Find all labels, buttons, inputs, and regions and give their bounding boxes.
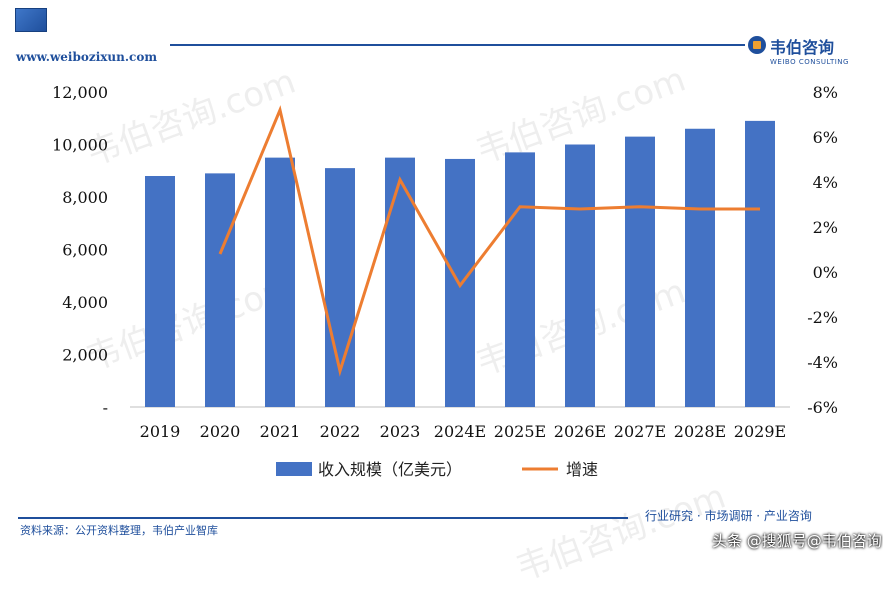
bar: [505, 152, 535, 407]
y-left-tick-label: 6,000: [62, 241, 108, 260]
y-right-tick-label: 2%: [813, 218, 838, 237]
x-tick-label: 2029E: [734, 422, 786, 441]
x-tick-label: 2020: [200, 422, 241, 441]
brand-logo: 韦伯咨询 WEIBO CONSULTING: [748, 34, 878, 72]
footer-tagline: 行业研究 · 市场调研 · 产业咨询: [645, 509, 812, 523]
y-right-tick-label: 8%: [813, 83, 838, 102]
bar: [685, 128, 715, 407]
y-left-tick-label: 2,000: [62, 346, 108, 365]
y-left-tick-label: 10,000: [52, 136, 108, 155]
bar: [745, 120, 775, 407]
x-tick-label: 2024E: [434, 422, 486, 441]
x-tick-label: 2025E: [494, 422, 546, 441]
bar: [625, 136, 655, 407]
x-tick-label: 2028E: [674, 422, 726, 441]
x-tick-label: 2027E: [614, 422, 666, 441]
bar: [265, 157, 295, 407]
bar: [205, 173, 235, 407]
footer-source: 资料来源：公开资料整理，韦伯产业智库: [20, 524, 218, 537]
legend-swatch-bar: [276, 462, 312, 476]
site-url: www.weibozixun.com: [16, 50, 158, 64]
x-tick-label: 2026E: [554, 422, 606, 441]
brand-name-cn: 韦伯咨询: [770, 38, 835, 57]
x-tick-label: 2023: [380, 422, 421, 441]
social-handle: 头条 @搜狐号@韦伯咨询: [712, 532, 882, 550]
y-right-tick-label: -2%: [807, 308, 838, 327]
bar: [385, 157, 415, 407]
top-rule: [170, 44, 745, 46]
y-right-tick-label: 0%: [813, 263, 838, 282]
y-right-tick-label: -6%: [807, 398, 838, 417]
logo-square: [15, 8, 47, 32]
x-tick-label: 2019: [140, 422, 181, 441]
y-left-tick-label: -: [103, 398, 108, 417]
legend-label-line: 增速: [566, 460, 598, 479]
brand-mark-icon: [748, 36, 766, 54]
growth-line: [218, 105, 760, 377]
bar: [145, 176, 175, 407]
y-left-tick-label: 4,000: [62, 293, 108, 312]
bar: [565, 144, 595, 407]
y-right-tick-label: -4%: [807, 353, 838, 372]
x-tick-label: 2021: [260, 422, 301, 441]
legend-label-bar: 收入规模（亿美元）: [318, 460, 462, 479]
chart: - 2,000 4,000 6,000 8,000 10,000 12,000 -6% -4% -…: [52, 83, 838, 479]
footer-rule: [18, 517, 628, 519]
y-left-tick-label: 12,000: [52, 83, 108, 102]
x-tick-label: 2022: [320, 422, 361, 441]
y-right-tick-label: 6%: [813, 128, 838, 147]
y-right-tick-label: 4%: [813, 173, 838, 192]
y-left-tick-label: 8,000: [62, 188, 108, 207]
brand-name-en: WEIBO CONSULTING: [770, 58, 849, 66]
